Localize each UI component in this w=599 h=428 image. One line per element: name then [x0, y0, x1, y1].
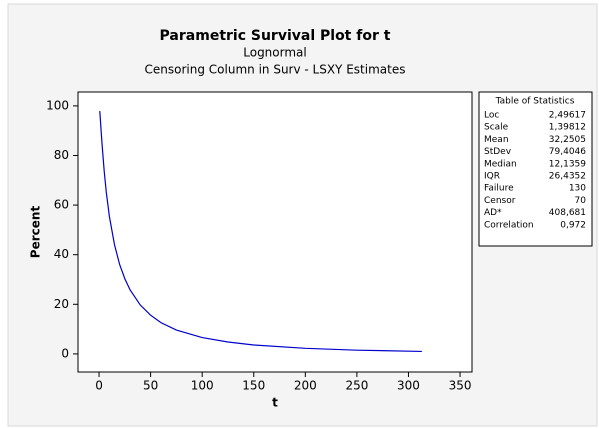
- stats-value: 1,39812: [549, 123, 586, 133]
- stats-value: 130: [569, 184, 586, 194]
- x-tick-label: 200: [294, 379, 317, 393]
- stats-label: Loc: [484, 111, 499, 121]
- x-tick-label: 150: [242, 379, 265, 393]
- stats-value: 26,4352: [549, 172, 586, 182]
- y-tick-label: 40: [54, 247, 69, 261]
- stats-value: 408,681: [549, 208, 586, 218]
- stats-label: Correlation: [484, 220, 534, 230]
- x-tick-label: 250: [345, 379, 368, 393]
- x-tick-label: 300: [397, 379, 420, 393]
- stats-label: IQR: [484, 172, 500, 182]
- y-tick-label: 100: [46, 98, 69, 112]
- plot-area: [77, 91, 473, 373]
- stats-value: 79,4046: [549, 147, 586, 157]
- x-tick-label: 0: [95, 379, 103, 393]
- y-tick-label: 60: [54, 198, 69, 212]
- survival-curve: [99, 111, 422, 353]
- stats-label: Scale: [484, 123, 509, 133]
- stats-value: 12,1359: [549, 159, 586, 169]
- chart-subtitle: Lognormal: [243, 46, 306, 60]
- y-tick-label: 80: [54, 148, 69, 162]
- stats-label: Mean: [484, 135, 509, 145]
- y-tick-label: 0: [61, 346, 69, 360]
- stats-label: StDev: [484, 147, 512, 157]
- stats-label: Median: [484, 159, 517, 169]
- stats-value: 32,2505: [549, 135, 586, 145]
- chart-subtitle: Censoring Column in Surv - LSXY Estimate…: [145, 63, 406, 77]
- x-tick-label: 350: [449, 379, 472, 393]
- stats-table: [478, 91, 593, 247]
- stats-label: Failure: [484, 184, 514, 194]
- stats-title: Table of Statistics: [495, 97, 575, 107]
- y-axis-label: Percent: [29, 206, 43, 259]
- stats-value: 0,972: [560, 220, 586, 230]
- y-tick-label: 20: [54, 297, 69, 311]
- x-tick-label: 100: [191, 379, 214, 393]
- chart-title: Parametric Survival Plot for t: [160, 28, 391, 44]
- x-axis-label: t: [272, 396, 278, 410]
- x-tick-label: 50: [143, 379, 158, 393]
- stats-label: AD*: [484, 208, 502, 218]
- stats-value: 2,49617: [549, 111, 586, 121]
- stats-label: Censor: [484, 196, 516, 206]
- stats-value: 70: [575, 196, 587, 206]
